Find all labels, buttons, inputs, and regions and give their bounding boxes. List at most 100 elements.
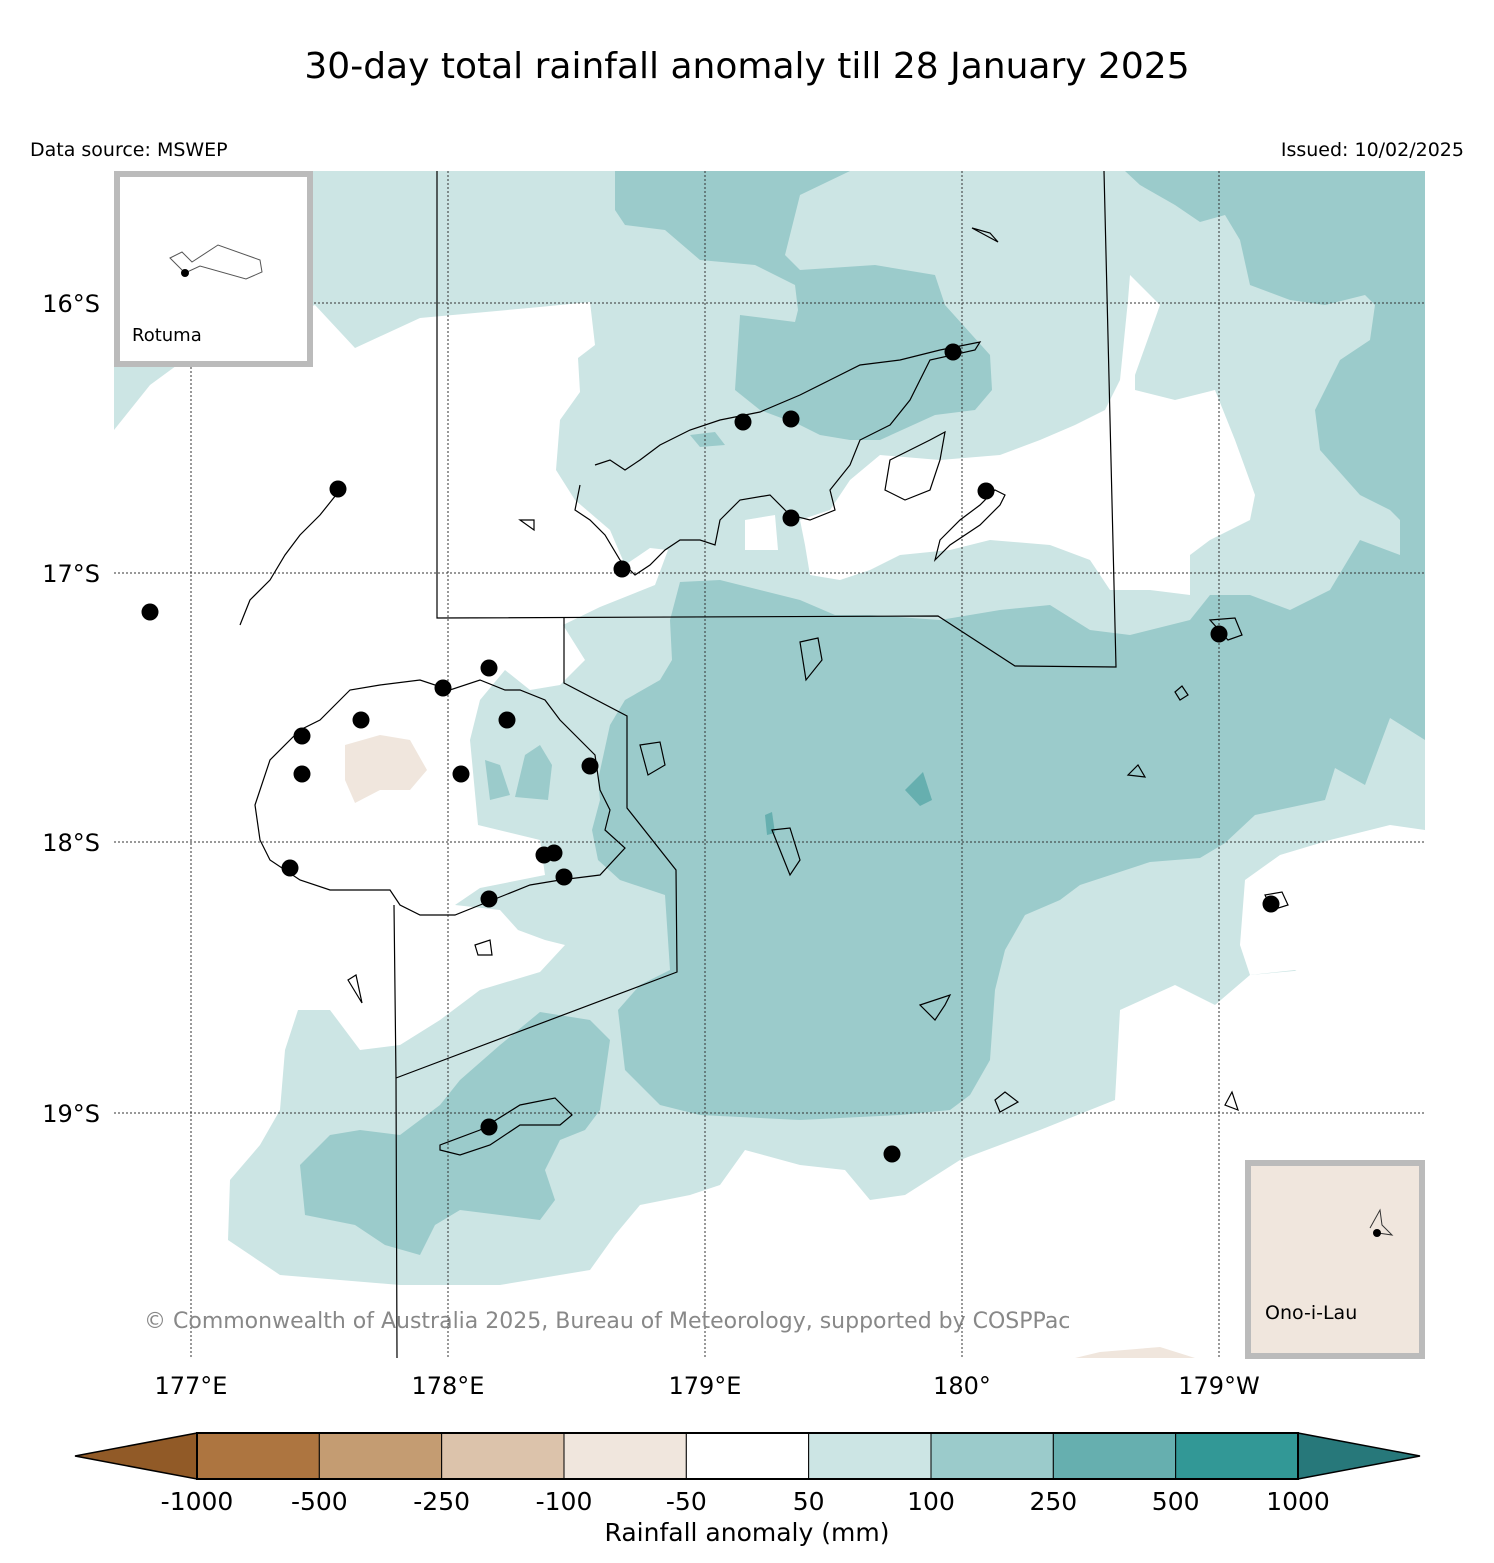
anomaly-250-500-region (765, 812, 775, 835)
ono-i-lau-inset: Ono-i-Lau (1245, 1160, 1425, 1359)
station-marker (434, 679, 452, 697)
island-coast (347, 974, 363, 1004)
issued-date: Issued: 10/02/2025 (1281, 139, 1464, 161)
copyright-notice: © Commonwealth of Australia 2025, Bureau… (144, 1309, 1070, 1334)
station-marker (480, 890, 498, 908)
colorbar-bin (1175, 1432, 1299, 1480)
lat-label: 16°S (42, 290, 100, 318)
station-marker (293, 727, 311, 745)
station-marker (883, 1145, 901, 1163)
anomaly-minus-50-100-region (345, 735, 427, 803)
island-coast (918, 993, 952, 1021)
colorbar-label: Rainfall anomaly (mm) (605, 1518, 890, 1547)
station-marker (613, 560, 631, 578)
colorbar-tick-label: -250 (413, 1487, 470, 1516)
station-marker (498, 711, 516, 729)
island-coast (1174, 685, 1189, 701)
anomaly-near-normal-region (114, 302, 1425, 1358)
station-marker (181, 269, 189, 277)
island-coast (971, 227, 999, 243)
anomaly-100-250-region (300, 1012, 610, 1255)
colorbar-bin (196, 1432, 320, 1480)
colorbar-tick-label: -50 (666, 1487, 707, 1516)
coastlines (239, 227, 1289, 1156)
station-marker (555, 868, 573, 886)
island-coast (639, 741, 666, 776)
colorbar-bin (318, 1432, 443, 1480)
anomaly-minus-50-100-region (1075, 1347, 1195, 1358)
anomaly-100-250-region (615, 171, 992, 440)
anomaly-near-normal-region (800, 275, 1255, 595)
colorbar-bin (685, 1432, 810, 1480)
division-boundary (395, 618, 678, 1079)
colorbar-tick-label: -1000 (161, 1487, 234, 1516)
station-marker (281, 859, 299, 877)
colorbar-tick-label: 50 (793, 1487, 825, 1516)
data-source: Data source: MSWEP (30, 139, 228, 161)
station-marker (1373, 1229, 1381, 1237)
island-coast (518, 519, 535, 532)
station-marker (734, 413, 752, 431)
station-marker (1210, 625, 1228, 643)
map-title: 30-day total rainfall anomaly till 28 Ja… (304, 46, 1189, 87)
lat-label: 18°S (42, 829, 100, 857)
station-marker (782, 509, 800, 527)
station-marker (581, 757, 599, 775)
colorbar-tick-label: 250 (1029, 1487, 1077, 1516)
lon-label: 179°W (1178, 1372, 1260, 1400)
lat-label: 19°S (42, 1100, 100, 1128)
island-coast (771, 827, 801, 877)
rotuma-coast (169, 244, 263, 280)
ono-i-lau-label: Ono-i-Lau (1265, 1302, 1357, 1324)
colorbar-tick-label: -500 (291, 1487, 348, 1516)
island-coast (799, 637, 823, 682)
colorbar-tick-label: 100 (907, 1487, 955, 1516)
island-coast (1126, 764, 1147, 778)
lat-label: 17°S (42, 560, 100, 588)
anomaly-100-250-region (485, 760, 510, 800)
station-markers (141, 343, 1280, 1163)
lon-label: 179°E (669, 1372, 742, 1400)
anomaly-100-250-region (515, 745, 552, 800)
station-marker (480, 1118, 498, 1136)
lon-label: 178°E (412, 1372, 485, 1400)
station-marker (977, 482, 995, 500)
anomaly-100-250-region (592, 171, 1425, 1120)
kadavu-coast (439, 1097, 573, 1156)
station-marker (944, 343, 962, 361)
island-coast (884, 430, 946, 501)
colorbar-bin (1052, 1432, 1177, 1480)
rotuma-inset: Rotuma (114, 171, 313, 367)
colorbar-bin (563, 1432, 687, 1480)
station-marker (545, 844, 563, 862)
station-marker (1262, 895, 1280, 913)
station-marker (352, 711, 370, 729)
colorbar-extend-min (74, 1432, 198, 1480)
rotuma-label: Rotuma (132, 325, 202, 346)
colorbar-extend-max (1297, 1432, 1421, 1480)
yasawa-coast (239, 489, 341, 626)
taveuni-coast (933, 489, 1006, 562)
island-coast (994, 1091, 1020, 1113)
viti-levu-coast (254, 679, 626, 916)
anomaly-100-250-region (690, 432, 725, 447)
station-marker (141, 603, 159, 621)
lon-label: 180° (933, 1372, 991, 1400)
colorbar-bin (808, 1432, 932, 1480)
colorbar: -1000 -500 -250 -100 -50 50 100 250 500 1000 (74, 1432, 1421, 1516)
colorbar-bin (441, 1432, 565, 1480)
station-marker (480, 659, 498, 677)
station-marker (452, 765, 470, 783)
vanua-levu-coast (574, 341, 982, 576)
station-marker (329, 480, 347, 498)
lon-label: 177°E (155, 1372, 228, 1400)
division-boundary (393, 904, 398, 1358)
colorbar-tick-label: -100 (536, 1487, 593, 1516)
anomaly-near-normal-region (745, 515, 778, 550)
graticule (114, 171, 1425, 1358)
island-coast (1224, 1090, 1239, 1112)
colorbar-tick-label: 500 (1152, 1487, 1200, 1516)
colorbar-bin (930, 1432, 1054, 1480)
island-coast (474, 939, 493, 956)
